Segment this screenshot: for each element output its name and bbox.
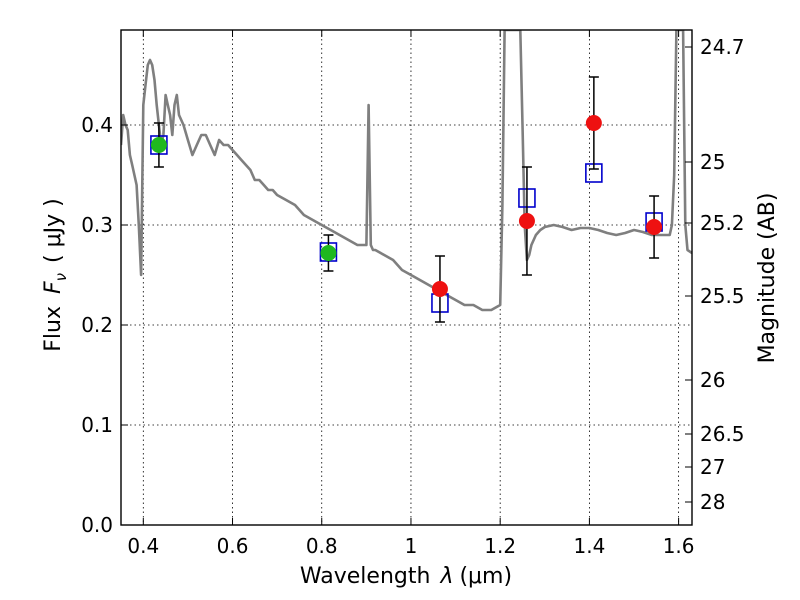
y2-tick-label: 26 bbox=[700, 368, 725, 392]
y2-tick-label: 25 bbox=[700, 150, 725, 174]
x-tick-label: 1 bbox=[405, 534, 418, 558]
y2-tick-label: 25.2 bbox=[700, 211, 745, 235]
observed-flux-point bbox=[646, 219, 663, 235]
y-axis-label: FluxFν( μJy ) bbox=[41, 198, 70, 351]
observed-flux-point bbox=[150, 137, 167, 153]
y2-tick-label: 26.5 bbox=[700, 422, 745, 446]
x-tick-label: 0.4 bbox=[127, 534, 159, 558]
x-tick-label: 0.6 bbox=[217, 534, 249, 558]
y-tick-label: 0.0 bbox=[81, 513, 113, 537]
y-tick-label: 0.3 bbox=[81, 213, 113, 237]
x-tick-label: 0.8 bbox=[306, 534, 338, 558]
x-tick-label: 1.6 bbox=[663, 534, 695, 558]
x-tick-label: 1.2 bbox=[484, 534, 516, 558]
y2-tick-label: 24.7 bbox=[700, 35, 745, 59]
y2-tick-label: 25.5 bbox=[700, 284, 745, 308]
observed-flux-point bbox=[585, 115, 602, 131]
axis-ticks: 0.4 0.6 0.8 1 1.2 1.4 1.6 0.0 0.1 0.2 0.3 0.4 24.7 25… bbox=[81, 30, 745, 558]
plot-data bbox=[121, 30, 692, 323]
sed-model-line bbox=[121, 30, 692, 312]
y-tick-label: 0.2 bbox=[81, 313, 113, 337]
plot-frame bbox=[120, 29, 693, 526]
grid-lines bbox=[121, 30, 692, 526]
observed-flux-point bbox=[431, 281, 448, 297]
y-tick-label: 0.1 bbox=[81, 413, 113, 437]
y2-axis-label: Magnitude (AB) bbox=[755, 193, 780, 364]
y2-tick-label: 27 bbox=[700, 455, 725, 479]
observed-flux-point bbox=[320, 245, 337, 261]
x-tick-label: 1.4 bbox=[573, 534, 605, 558]
x-axis-label: Wavelength λ (μm) bbox=[300, 564, 512, 589]
observed-flux-point bbox=[518, 213, 535, 229]
y-tick-label: 0.4 bbox=[81, 113, 113, 137]
y2-tick-label: 28 bbox=[700, 490, 725, 514]
